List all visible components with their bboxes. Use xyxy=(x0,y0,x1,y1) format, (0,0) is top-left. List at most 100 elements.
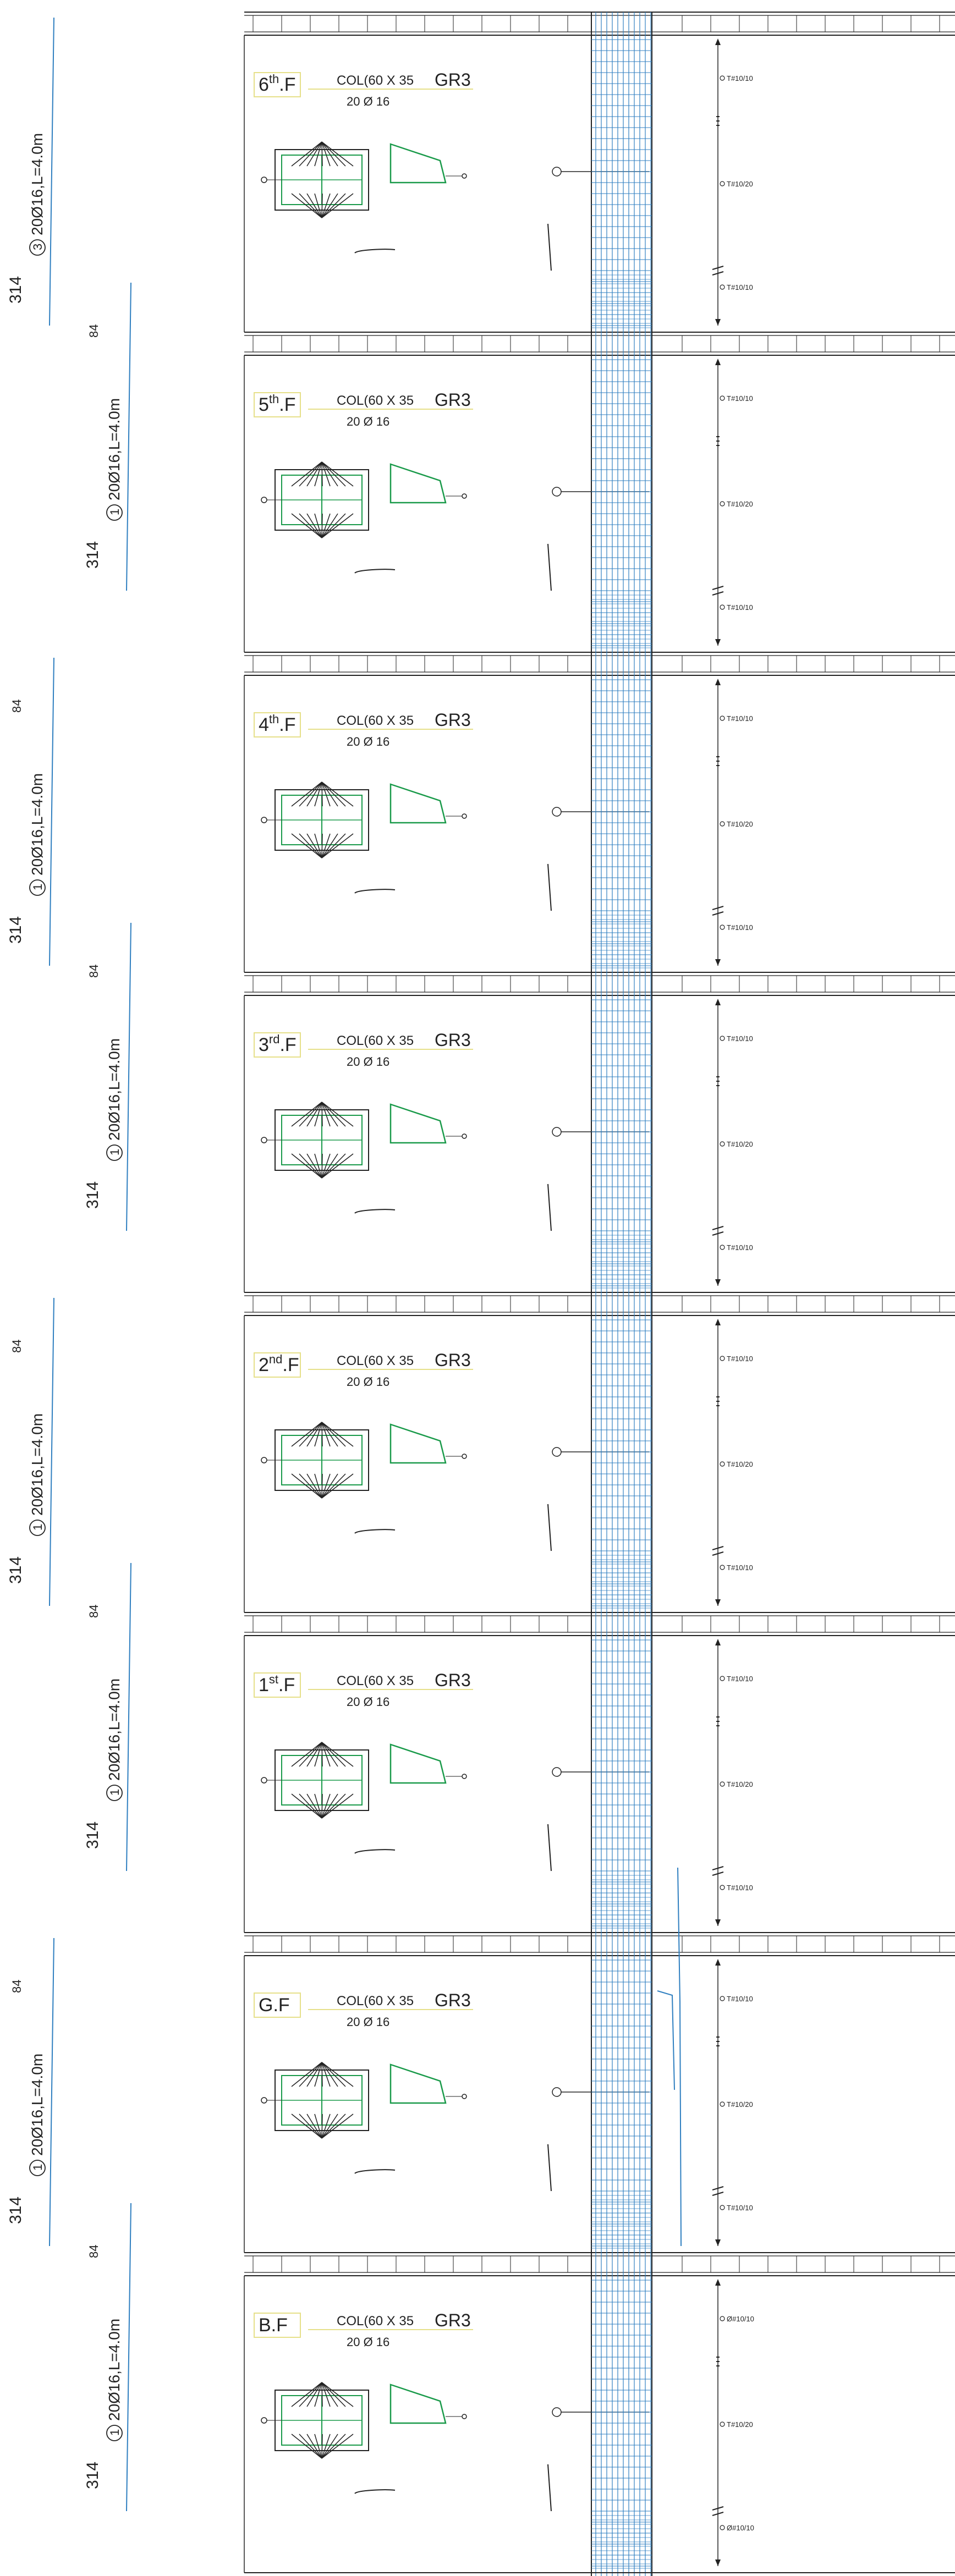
spacing-bubble xyxy=(720,1036,725,1041)
leader-line xyxy=(306,461,322,487)
leader-line xyxy=(306,781,322,807)
dimension-arrow xyxy=(715,319,721,326)
bar-lap: 84 xyxy=(87,1605,101,1618)
bar-mark-desc: 20Ø16,L=4.0m xyxy=(106,1038,123,1141)
column-section-label: COL(60 X 35 xyxy=(337,1994,414,2008)
floor-name-text: 6th.F xyxy=(259,72,296,95)
beam-band xyxy=(244,1292,955,1316)
leader-line xyxy=(321,1153,331,1179)
level-bubble xyxy=(552,807,562,817)
leader-line xyxy=(306,1153,322,1179)
mark-bubble xyxy=(261,1137,267,1143)
stirrup-dimension: T#10/10 T#10/20 T#10/10 xyxy=(712,359,753,646)
leader-line xyxy=(321,1153,338,1179)
leader-line xyxy=(299,1793,322,1819)
leader-line xyxy=(321,2113,354,2139)
leader-line xyxy=(314,2062,322,2087)
floor-name: 1st.F xyxy=(254,1672,301,1698)
leader-line xyxy=(321,1422,346,1447)
leader-line xyxy=(321,2382,354,2407)
leader-line xyxy=(306,141,322,167)
column-cross-section xyxy=(261,1422,369,1499)
bar-mark-desc: 20Ø16,L=4.0m xyxy=(29,133,46,235)
leader-line xyxy=(291,513,322,538)
leader-line xyxy=(291,1793,322,1819)
bar-mark-desc: 20Ø16,L=4.0m xyxy=(106,1678,123,1781)
column-cross-section xyxy=(261,1102,369,1179)
column-group-label: GR3 xyxy=(435,70,471,90)
leader-line xyxy=(321,1153,346,1179)
beam-band xyxy=(244,2252,955,2276)
spacing-bubble xyxy=(720,1781,725,1787)
level-bubble xyxy=(552,2087,562,2097)
spacing-bubble xyxy=(720,1356,725,1361)
mark-bubble xyxy=(261,2097,267,2104)
dimension-tick xyxy=(712,2186,724,2190)
column-section-label: COL(60 X 35 xyxy=(337,73,414,88)
leader-line xyxy=(306,1422,322,1447)
spacing-label: T#10/10 xyxy=(727,74,753,82)
splice-marker xyxy=(547,543,552,591)
leader-line xyxy=(299,141,322,167)
floor-name-text: G.F xyxy=(259,1995,290,2016)
hook-symbol xyxy=(354,2489,396,2494)
leader-line xyxy=(321,2434,338,2459)
floor-name-box xyxy=(254,712,301,737)
bar-mark-number: 1 xyxy=(108,509,122,515)
dimension-arrow xyxy=(715,1279,721,1286)
beam-band xyxy=(244,1932,955,1956)
column-section-label: COL(60 X 35 xyxy=(337,1033,414,1048)
bar-mark: 1 20Ø16,L=4.0m 314 84 xyxy=(7,1937,54,2247)
leader-line xyxy=(314,1422,322,1447)
leader-line xyxy=(321,1473,331,1499)
spacing-label: T#10/10 xyxy=(727,283,753,291)
dimension-tick xyxy=(712,911,724,916)
leader-line xyxy=(321,513,346,538)
leader-line xyxy=(321,461,354,487)
leader-line xyxy=(306,2382,322,2407)
dimension-arrow xyxy=(715,359,721,365)
mark-bubble xyxy=(462,813,467,819)
bar-line xyxy=(126,282,131,591)
dimension-tick xyxy=(712,591,724,596)
bar-length: 314 xyxy=(84,1181,102,1209)
column-group-label: GR3 xyxy=(435,1030,471,1050)
spacing-bubble xyxy=(720,2316,725,2321)
leader-line xyxy=(321,833,354,858)
mark-bubble xyxy=(462,2094,467,2099)
stirrup-detail xyxy=(389,463,467,504)
level-bubble xyxy=(552,2407,562,2417)
spacing-label: Ø#10/10 xyxy=(727,2315,754,2323)
hook-symbol xyxy=(354,1209,396,1214)
spacing-bubble xyxy=(720,604,725,610)
floor-name-box xyxy=(254,1672,301,1698)
mark-bubble xyxy=(462,173,467,179)
spacing-label: T#10/10 xyxy=(727,1884,753,1892)
leader-line xyxy=(321,1742,354,1767)
bar-mark-bubble xyxy=(29,2160,46,2176)
leader-line xyxy=(299,781,322,807)
floor-name-box xyxy=(254,2313,301,2338)
dimension-tick xyxy=(712,2192,724,2196)
spacing-label: T#10/10 xyxy=(727,923,753,932)
column-bars-label: 20 Ø 16 xyxy=(347,1695,389,1709)
floor-name-box xyxy=(254,1992,301,2018)
floor-panels: 6th.F COL(60 X 35 GR3 20 Ø 16 T#10/10 T#10/20… xyxy=(244,12,955,2573)
dimension-arrow xyxy=(715,679,721,685)
bar-mark-label: 1 20Ø16,L=4.0m 314 84 xyxy=(7,700,46,944)
leader-line xyxy=(321,193,338,218)
column-bars-label: 20 Ø 16 xyxy=(347,1375,389,1389)
floor-panel: 4th.F COL(60 X 35 GR3 20 Ø 16 T#10/10 T#10/20… xyxy=(244,675,753,972)
stirrup-detail xyxy=(389,143,467,184)
mark-bubble xyxy=(462,1774,467,1779)
dimension-tick xyxy=(712,906,724,910)
bar-mark-number: 1 xyxy=(108,1149,122,1155)
splice-marker xyxy=(547,1824,552,1872)
column-cross-section xyxy=(261,461,369,538)
leader-line xyxy=(321,1102,354,1127)
floor-name-box xyxy=(254,1352,301,1378)
spacing-label: T#10/10 xyxy=(727,1243,753,1252)
leader-line xyxy=(291,833,322,858)
spacing-label: T#10/10 xyxy=(727,394,753,403)
floor-name: G.F xyxy=(254,1992,301,2018)
